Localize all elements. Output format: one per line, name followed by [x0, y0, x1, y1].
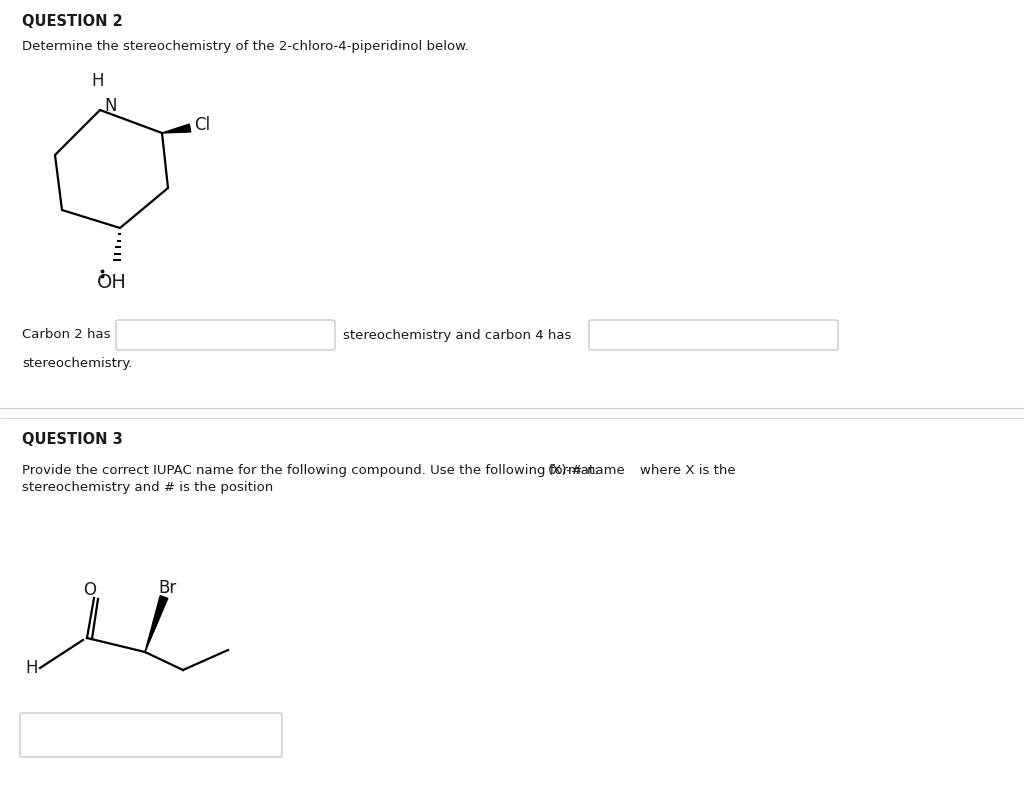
Text: stereochemistry and carbon 4 has: stereochemistry and carbon 4 has: [343, 329, 571, 341]
Text: Cl: Cl: [194, 116, 210, 134]
Text: QUESTION 2: QUESTION 2: [22, 14, 123, 29]
Text: (X)-#-name: (X)-#-name: [548, 464, 626, 477]
Text: QUESTION 3: QUESTION 3: [22, 432, 123, 447]
Text: stereochemistry and # is the position: stereochemistry and # is the position: [22, 481, 273, 494]
Text: Br: Br: [159, 579, 177, 597]
Text: N: N: [104, 97, 117, 115]
FancyBboxPatch shape: [20, 713, 282, 757]
Text: where X is the: where X is the: [640, 464, 735, 477]
FancyBboxPatch shape: [589, 320, 838, 350]
Text: H: H: [92, 72, 104, 90]
Polygon shape: [145, 595, 168, 652]
Text: OH: OH: [97, 274, 127, 292]
Text: stereochemistry.: stereochemistry.: [22, 357, 132, 370]
Text: Carbon 2 has: Carbon 2 has: [22, 329, 111, 341]
Text: O: O: [84, 581, 96, 599]
Text: H: H: [26, 659, 38, 677]
Polygon shape: [162, 124, 190, 133]
FancyBboxPatch shape: [116, 320, 335, 350]
Text: Provide the correct IUPAC name for the following compound. Use the following for: Provide the correct IUPAC name for the f…: [22, 464, 598, 477]
Text: Determine the stereochemistry of the 2-chloro-4-piperidinol below.: Determine the stereochemistry of the 2-c…: [22, 40, 469, 53]
